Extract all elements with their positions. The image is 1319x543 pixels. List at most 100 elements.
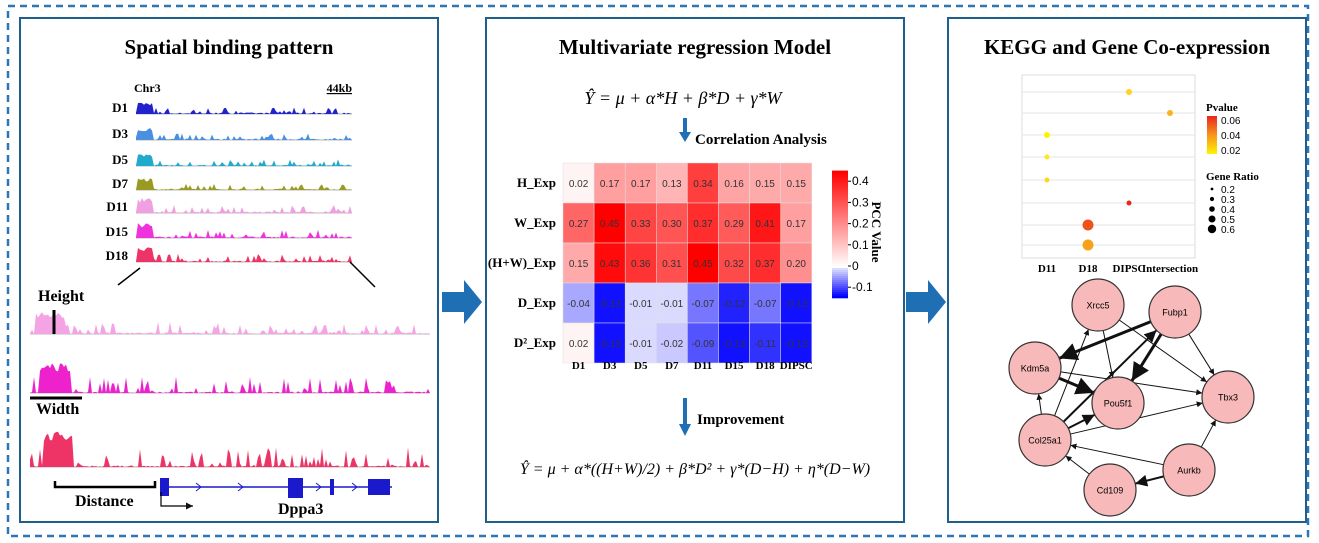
node-label: Pou5f1 (1104, 399, 1133, 409)
cell-value: 0.02 (569, 339, 589, 350)
colorbar-step (832, 242, 848, 245)
panel-border (485, 17, 905, 523)
colorbar-step (832, 196, 848, 199)
heatmap-cell (749, 282, 781, 324)
panel-title: Spatial binding pattern (125, 35, 334, 59)
colorbar-tick-label: 0.1 (852, 238, 869, 252)
node-label: Cd109 (1097, 486, 1124, 496)
track-signal (136, 154, 352, 166)
colorbar-step (832, 188, 848, 191)
gene-label: Dppa3 (278, 501, 323, 518)
cell-value: 0.37 (755, 259, 775, 270)
network-edge (1067, 413, 1096, 430)
legend-dot (1210, 187, 1214, 191)
x-tick-label: D11 (1038, 263, 1056, 275)
x-tick-label: Intersection (1142, 263, 1198, 275)
distance-bracket (53, 481, 157, 489)
panel-border (947, 17, 1307, 523)
colorbar-step (832, 271, 848, 275)
colorbar-step (832, 248, 848, 251)
colorbar-tick-label: 0.4 (852, 174, 869, 188)
cell-value: 0.02 (569, 179, 589, 190)
heatmap-cell (718, 202, 750, 244)
column-label: D1 (572, 360, 585, 372)
track-label: D5 (112, 152, 128, 167)
node-label: Xrcc5 (1086, 301, 1109, 311)
network-node (1018, 413, 1072, 467)
legend-dot (1209, 206, 1215, 212)
heatmap-cell (718, 322, 750, 364)
track-signal (136, 247, 352, 262)
panel-title: Multivariate regression Model (559, 35, 831, 59)
network-edge (1102, 330, 1115, 378)
cell-value: 0.43 (600, 259, 620, 270)
heatmap-cell (562, 282, 595, 324)
colorbar-step (832, 202, 848, 205)
colorbar-step (832, 204, 848, 207)
network-edge (1062, 329, 1158, 423)
track-signal (136, 198, 352, 213)
heatmap-cell (656, 162, 688, 204)
heatmap-cell (656, 322, 688, 364)
scale-label: 44kb (327, 81, 353, 95)
colorbar-step (832, 184, 848, 187)
cell-value: 0.36 (631, 259, 651, 270)
heatmap-cell (687, 282, 719, 324)
colorbar-step (832, 267, 848, 271)
x-tick-label: D18 (1079, 263, 1098, 275)
equation: Ŷ = μ + α*H + β*D + γ*W (584, 87, 783, 108)
colorbar-tick-label: 0.2 (852, 217, 869, 231)
network-node (1071, 278, 1125, 332)
colorbar-step (832, 182, 848, 186)
track-signal (136, 223, 352, 238)
cell-value: 0.41 (755, 219, 775, 230)
dot-plot: D11 D18 DIPSCIntersection0.060.040.020.20.… (1021, 74, 1241, 275)
row-label: D²_Exp (514, 335, 556, 350)
track-signal (136, 178, 352, 190)
colorbar-step (832, 269, 848, 273)
zoom-line (117, 267, 141, 286)
column-label: D15 (725, 360, 744, 372)
network-edge (1118, 319, 1208, 383)
heatmap-cell (718, 162, 750, 204)
colorbar-step (832, 260, 848, 263)
network-edge (1065, 455, 1090, 475)
network-node (1083, 463, 1137, 517)
heatmap-cell (656, 242, 688, 284)
cell-value: 0.15 (569, 259, 589, 270)
column-label: D5 (634, 360, 648, 372)
colorbar-step (832, 228, 848, 231)
colorbar-step (832, 170, 848, 174)
legend-tick-label: 0.3 (1221, 195, 1235, 206)
colorbar-step (832, 246, 848, 249)
height-label: Height (38, 288, 85, 305)
colorbar-step (832, 198, 848, 201)
network-node (1008, 341, 1062, 395)
cell-value: -0.07 (692, 299, 715, 310)
cell-value: -0.01 (629, 299, 652, 310)
column-label: D3 (603, 360, 617, 372)
row-label: D_Exp (518, 295, 556, 310)
legend-tick-label: 0.4 (1221, 205, 1235, 216)
distance-label: Distance (75, 493, 134, 510)
legend-tick-label: 0.06 (1221, 116, 1241, 127)
colorbar-step (832, 218, 848, 221)
colorbar-step (832, 174, 848, 178)
cell-value: 0.37 (693, 219, 713, 230)
colorbar-step (832, 180, 848, 184)
track-signal (30, 431, 430, 467)
node-label: Fubp1 (1162, 308, 1188, 318)
colorbar-step (832, 240, 848, 243)
cell-value: 0.13 (662, 179, 682, 190)
colorbar-step (832, 258, 848, 261)
colorbar-step (832, 178, 848, 182)
cell-value: -0.07 (754, 299, 777, 310)
colorbar-step (832, 220, 848, 223)
flow-arrow (906, 280, 946, 324)
cell-value: 0.32 (724, 259, 744, 270)
heatmap-cell (718, 242, 750, 284)
cell-value: 0.17 (600, 179, 620, 190)
colorbar-step (832, 262, 848, 265)
width-label: Width (36, 401, 79, 418)
colorbar-step (832, 244, 848, 247)
